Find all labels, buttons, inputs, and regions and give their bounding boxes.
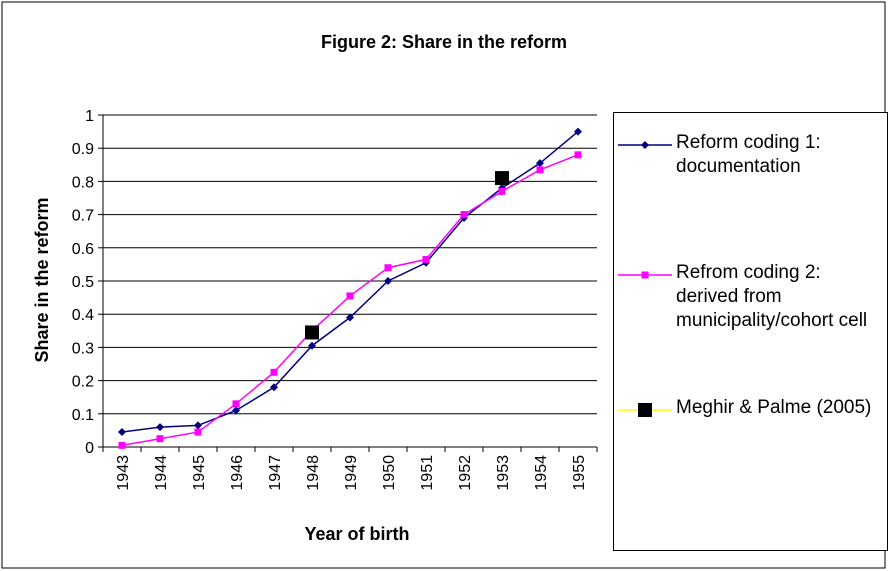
marker: [536, 166, 544, 174]
marker: [641, 271, 649, 279]
x-tick-label: 1948: [305, 455, 322, 491]
x-tick-label: 1944: [153, 455, 170, 491]
legend: Reform coding 1: documentation Refrom cod…: [613, 112, 888, 551]
y-axis-label: Share in the reform: [32, 197, 52, 362]
marker: [574, 127, 582, 136]
y-tick-label: 1: [85, 108, 94, 125]
x-tick-label: 1945: [191, 455, 208, 491]
x-tick-label: 1951: [419, 455, 436, 491]
marker: [536, 159, 544, 168]
x-tick-label: 1946: [229, 455, 246, 491]
marker: [270, 368, 278, 376]
legend-label: Refrom coding 2: derived from municipali…: [676, 262, 868, 331]
x-tick-label: 1947: [267, 455, 284, 491]
y-tick-label: 0.4: [72, 307, 94, 324]
marker: [384, 277, 392, 285]
y-tick-label: 0.2: [72, 374, 94, 391]
marker: [232, 400, 240, 408]
marker: [156, 435, 164, 443]
marker: [384, 264, 392, 272]
marker: [638, 403, 652, 417]
marker: [194, 421, 202, 430]
marker: [305, 325, 319, 340]
x-tick-label: 1953: [495, 455, 512, 491]
legend-label: Meghir & Palme (2005): [676, 397, 872, 418]
marker: [460, 211, 468, 219]
y-tick-label: 0.5: [72, 274, 94, 291]
marker: [270, 383, 278, 392]
x-tick-label: 1943: [115, 455, 132, 491]
marker: [641, 141, 649, 149]
x-tick-label: 1950: [381, 455, 398, 491]
y-tick-label: 0.1: [72, 407, 94, 424]
marker: [422, 255, 430, 263]
x-axis-label: Year of birth: [304, 524, 409, 544]
marker: [346, 292, 354, 300]
x-tick-label: 1952: [457, 455, 474, 491]
legend-label: Reform coding 1: documentation: [676, 132, 821, 177]
marker: [308, 341, 316, 350]
y-tick-label: 0.8: [72, 174, 94, 191]
x-tick-label: 1954: [533, 455, 550, 491]
x-tick-label: 1955: [571, 455, 588, 491]
y-tick-label: 0.6: [72, 241, 94, 258]
marker: [495, 171, 509, 186]
marker: [156, 423, 164, 432]
y-tick-label: 0: [85, 440, 94, 457]
x-tick-label: 1949: [343, 455, 360, 491]
marker: [118, 428, 126, 437]
y-tick-label: 0.3: [72, 340, 94, 357]
marker: [118, 441, 126, 449]
legend-swatch: [618, 403, 672, 417]
marker: [498, 187, 506, 195]
y-tick-label: 0.9: [72, 141, 94, 158]
marker: [194, 428, 202, 436]
legend-swatch: [618, 271, 672, 279]
marker: [346, 313, 354, 322]
legend-swatch: [618, 141, 672, 149]
chart-title: Figure 2: Share in the reform: [321, 32, 567, 52]
y-tick-label: 0.7: [72, 208, 94, 225]
marker: [232, 406, 240, 415]
marker: [574, 151, 582, 159]
